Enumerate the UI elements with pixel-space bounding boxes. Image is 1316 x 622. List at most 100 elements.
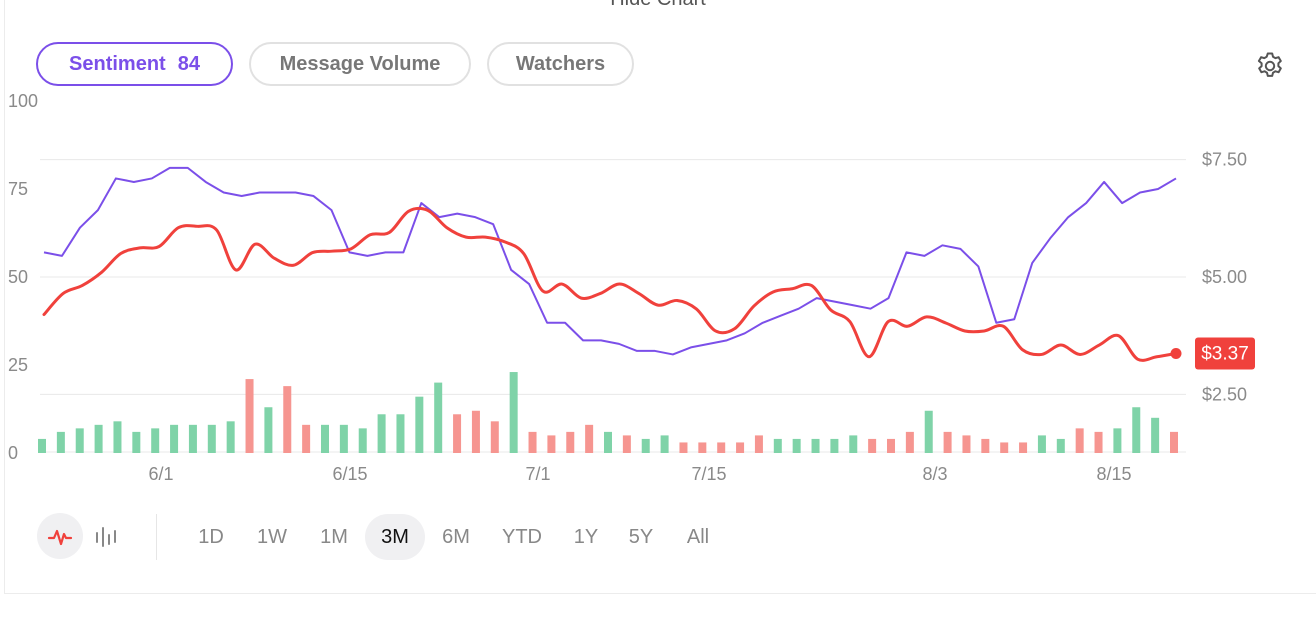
volume-bar	[434, 382, 443, 453]
volume-bar	[132, 431, 141, 453]
x-axis-tick-label: 6/15	[332, 464, 367, 484]
volume-bar	[283, 386, 292, 453]
bar-chart-icon	[96, 527, 116, 547]
volume-bar	[1000, 442, 1009, 453]
volume-bar	[321, 424, 329, 453]
volume-bar	[754, 435, 763, 453]
range-6m-button[interactable]: 6M	[442, 525, 470, 548]
volume-bar	[660, 435, 669, 453]
tab-watchers[interactable]: Watchers	[487, 42, 634, 86]
volume-bar	[1019, 442, 1028, 453]
chart-controls: 1D 1W 1M 3M 6M YTD 1Y 5Y All	[0, 510, 1316, 564]
tab-sentiment-label: Sentiment	[69, 52, 166, 75]
current-price-badge	[1195, 337, 1255, 370]
range-ytd-button[interactable]: YTD	[502, 525, 542, 548]
volume-bar	[509, 372, 518, 453]
volume-bar	[471, 410, 480, 453]
volume-bar	[736, 442, 745, 453]
volume-bar	[905, 431, 914, 453]
tab-message-volume-label: Message Volume	[279, 52, 441, 75]
volume-bar	[1075, 428, 1084, 453]
volume-bar	[226, 421, 235, 453]
range-5y-button[interactable]: 5Y	[628, 525, 654, 548]
range-1w-button[interactable]: 1W	[257, 525, 287, 548]
volume-bar	[604, 431, 612, 453]
range-1d-button[interactable]: 1D	[198, 525, 224, 548]
volume-bar	[339, 424, 348, 453]
volume-bar	[75, 428, 84, 453]
volume-bar	[358, 428, 367, 453]
volume-bar	[170, 424, 179, 453]
line-mode-button[interactable]	[37, 513, 83, 559]
volume-bar	[962, 435, 971, 453]
volume-bar	[1037, 435, 1046, 453]
volume-bar	[264, 407, 273, 453]
chart-card	[4, 0, 1316, 593]
gear-icon[interactable]	[1254, 50, 1286, 82]
left-axis-tick-label: 25	[8, 355, 28, 375]
volume-bar	[453, 414, 462, 453]
left-axis-tick-label: 0	[8, 443, 18, 463]
volume-bar	[113, 421, 122, 453]
x-axis-tick-label: 6/1	[148, 464, 173, 484]
volume-bar	[811, 438, 820, 453]
volume-bar	[1113, 428, 1122, 453]
volume-bar	[868, 438, 877, 453]
left-axis-tick-label: 75	[8, 179, 28, 199]
bar-mode-button[interactable]	[84, 513, 130, 559]
volume-bar	[547, 435, 556, 453]
price-line	[42, 206, 1178, 362]
line-chart-icon	[47, 529, 73, 546]
current-price-label: $3.37	[1201, 344, 1249, 365]
sentiment-score: 84	[177, 52, 200, 75]
range-all-button[interactable]: All	[686, 525, 710, 548]
range-1m-button[interactable]: 1M	[320, 525, 348, 548]
volume-bar	[245, 379, 254, 453]
x-axis-tick-label: 8/15	[1096, 464, 1131, 484]
volume-bar	[415, 396, 424, 453]
volume-bar	[1094, 431, 1103, 453]
right-axis-tick-label: $7.50	[1202, 150, 1247, 170]
volume-bar	[1151, 417, 1160, 453]
volume-bar	[566, 431, 575, 453]
current-price-dot	[1170, 348, 1182, 360]
sentiment-line	[43, 166, 1177, 356]
volume-bar	[94, 424, 103, 453]
right-axis-tick-label: $5.00	[1202, 267, 1247, 287]
tab-watchers-label: Watchers	[515, 52, 606, 75]
left-axis-tick-label: 50	[8, 267, 28, 287]
volume-bar	[792, 438, 801, 453]
volume-bar	[849, 435, 858, 453]
x-axis-tick-label: 7/15	[691, 464, 726, 484]
volume-bar	[1170, 431, 1178, 453]
range-1y-button[interactable]: 1Y	[573, 525, 599, 548]
controls-divider	[156, 514, 157, 560]
tab-message-volume[interactable]: Message Volume	[249, 42, 471, 86]
volume-bar	[151, 428, 160, 453]
x-axis-tick-label: 7/1	[525, 464, 550, 484]
volume-bar	[943, 431, 952, 453]
volume-bar	[830, 438, 839, 453]
range-3m-button[interactable]: 3M	[365, 514, 425, 560]
hide-chart-toggle[interactable]: Hide Chart	[0, 0, 1316, 10]
volume-bar	[490, 421, 499, 453]
volume-bar	[773, 438, 782, 453]
volume-bar	[641, 438, 650, 453]
sentiment-price-chart: 100 75 50 25 0 $7.50 $5.00 $2.50 6/1 6/15 7/1 7/1…	[8, 91, 1255, 484]
volume-bar	[679, 442, 688, 453]
volume-bar	[585, 424, 594, 453]
tab-sentiment[interactable]: Sentiment 84	[36, 42, 233, 86]
volume-bar	[622, 435, 631, 453]
volume-bar	[981, 438, 990, 453]
volume-bar	[396, 414, 405, 453]
volume-bar	[1056, 438, 1065, 453]
volume-bar	[924, 410, 933, 453]
volume-bar	[377, 414, 386, 453]
right-axis-tick-label: $2.50	[1202, 384, 1247, 404]
volume-bar	[38, 438, 46, 453]
left-axis-tick-label: 100	[8, 91, 38, 111]
volume-bar	[302, 424, 311, 453]
volume-bar	[717, 442, 726, 453]
x-axis-tick-label: 8/3	[922, 464, 947, 484]
volume-bar	[887, 438, 895, 453]
